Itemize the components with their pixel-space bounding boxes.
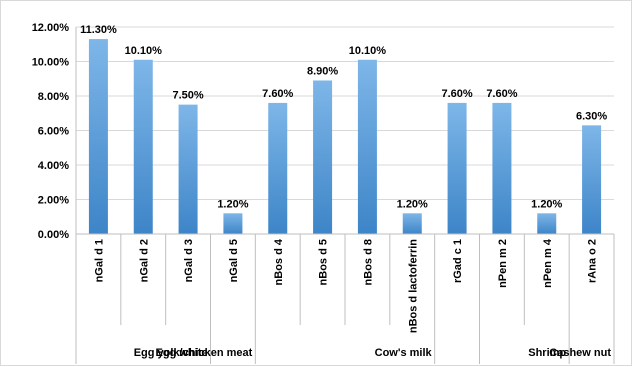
y-tick-label: 12.00% <box>32 22 70 34</box>
data-label: 7.60% <box>441 88 472 100</box>
bar <box>223 213 243 234</box>
data-label: 7.50% <box>172 90 203 102</box>
gridlines <box>76 26 614 200</box>
bar <box>268 102 288 235</box>
y-tick-label: 8.00% <box>38 91 69 103</box>
category-label: nPen m 4 <box>542 238 554 288</box>
y-tick-label: 0.00% <box>38 229 69 241</box>
category-label: nBos d 5 <box>318 239 330 285</box>
group-label: Cashew nut <box>549 347 611 359</box>
bar <box>447 102 467 235</box>
bars <box>88 39 602 235</box>
bar <box>492 102 512 235</box>
bar <box>313 80 333 234</box>
y-tick-label: 4.00% <box>38 160 69 172</box>
group-label: Egg yolk/chicken meat <box>134 347 253 359</box>
data-label: 11.30% <box>80 24 117 36</box>
y-tick-label: 6.00% <box>38 126 69 138</box>
bar <box>88 39 108 235</box>
data-label: 7.60% <box>262 88 293 100</box>
group-label: Shrimp <box>528 347 566 359</box>
y-tick-label: 2.00% <box>38 195 69 207</box>
data-label: 1.20% <box>531 198 562 210</box>
bar <box>402 213 422 234</box>
bar <box>357 59 377 235</box>
data-label: 7.60% <box>486 88 517 100</box>
bar <box>178 104 198 234</box>
category-label: rGad c 1 <box>452 239 464 283</box>
data-label: 1.20% <box>397 198 428 210</box>
data-labels: 11.30% 10.10% 7.50% 1.20% 7.60% 8.90% 10.10% 1.… <box>80 24 607 210</box>
category-label: nPen m 2 <box>497 239 509 288</box>
data-label: 6.30% <box>576 110 607 122</box>
bar <box>582 125 602 234</box>
axes: 0.00% 2.00% 4.00% 6.00% 8.00% 10.00% 12.00% nGa… <box>32 22 615 364</box>
category-label: nGal d 3 <box>183 239 195 282</box>
bar <box>537 213 557 234</box>
group-label: Egg white <box>156 347 208 359</box>
category-label: nBos d 4 <box>273 238 285 285</box>
category-label: nBos d lactoferrin <box>407 239 419 333</box>
category-label: nGal d 5 <box>228 239 240 282</box>
category-label: nGal d 1 <box>93 239 105 282</box>
data-label: 8.90% <box>307 65 338 77</box>
y-tick-label: 10.00% <box>32 57 70 69</box>
data-label: 1.20% <box>217 198 248 210</box>
group-label: Cow's milk <box>375 347 433 359</box>
data-label: 10.10% <box>349 45 387 57</box>
bar <box>133 59 153 235</box>
category-label: rAna o 2 <box>587 239 599 283</box>
category-label: nGal d 2 <box>138 239 150 282</box>
category-label: nBos d 8 <box>362 239 374 285</box>
data-label: 10.10% <box>125 45 163 57</box>
